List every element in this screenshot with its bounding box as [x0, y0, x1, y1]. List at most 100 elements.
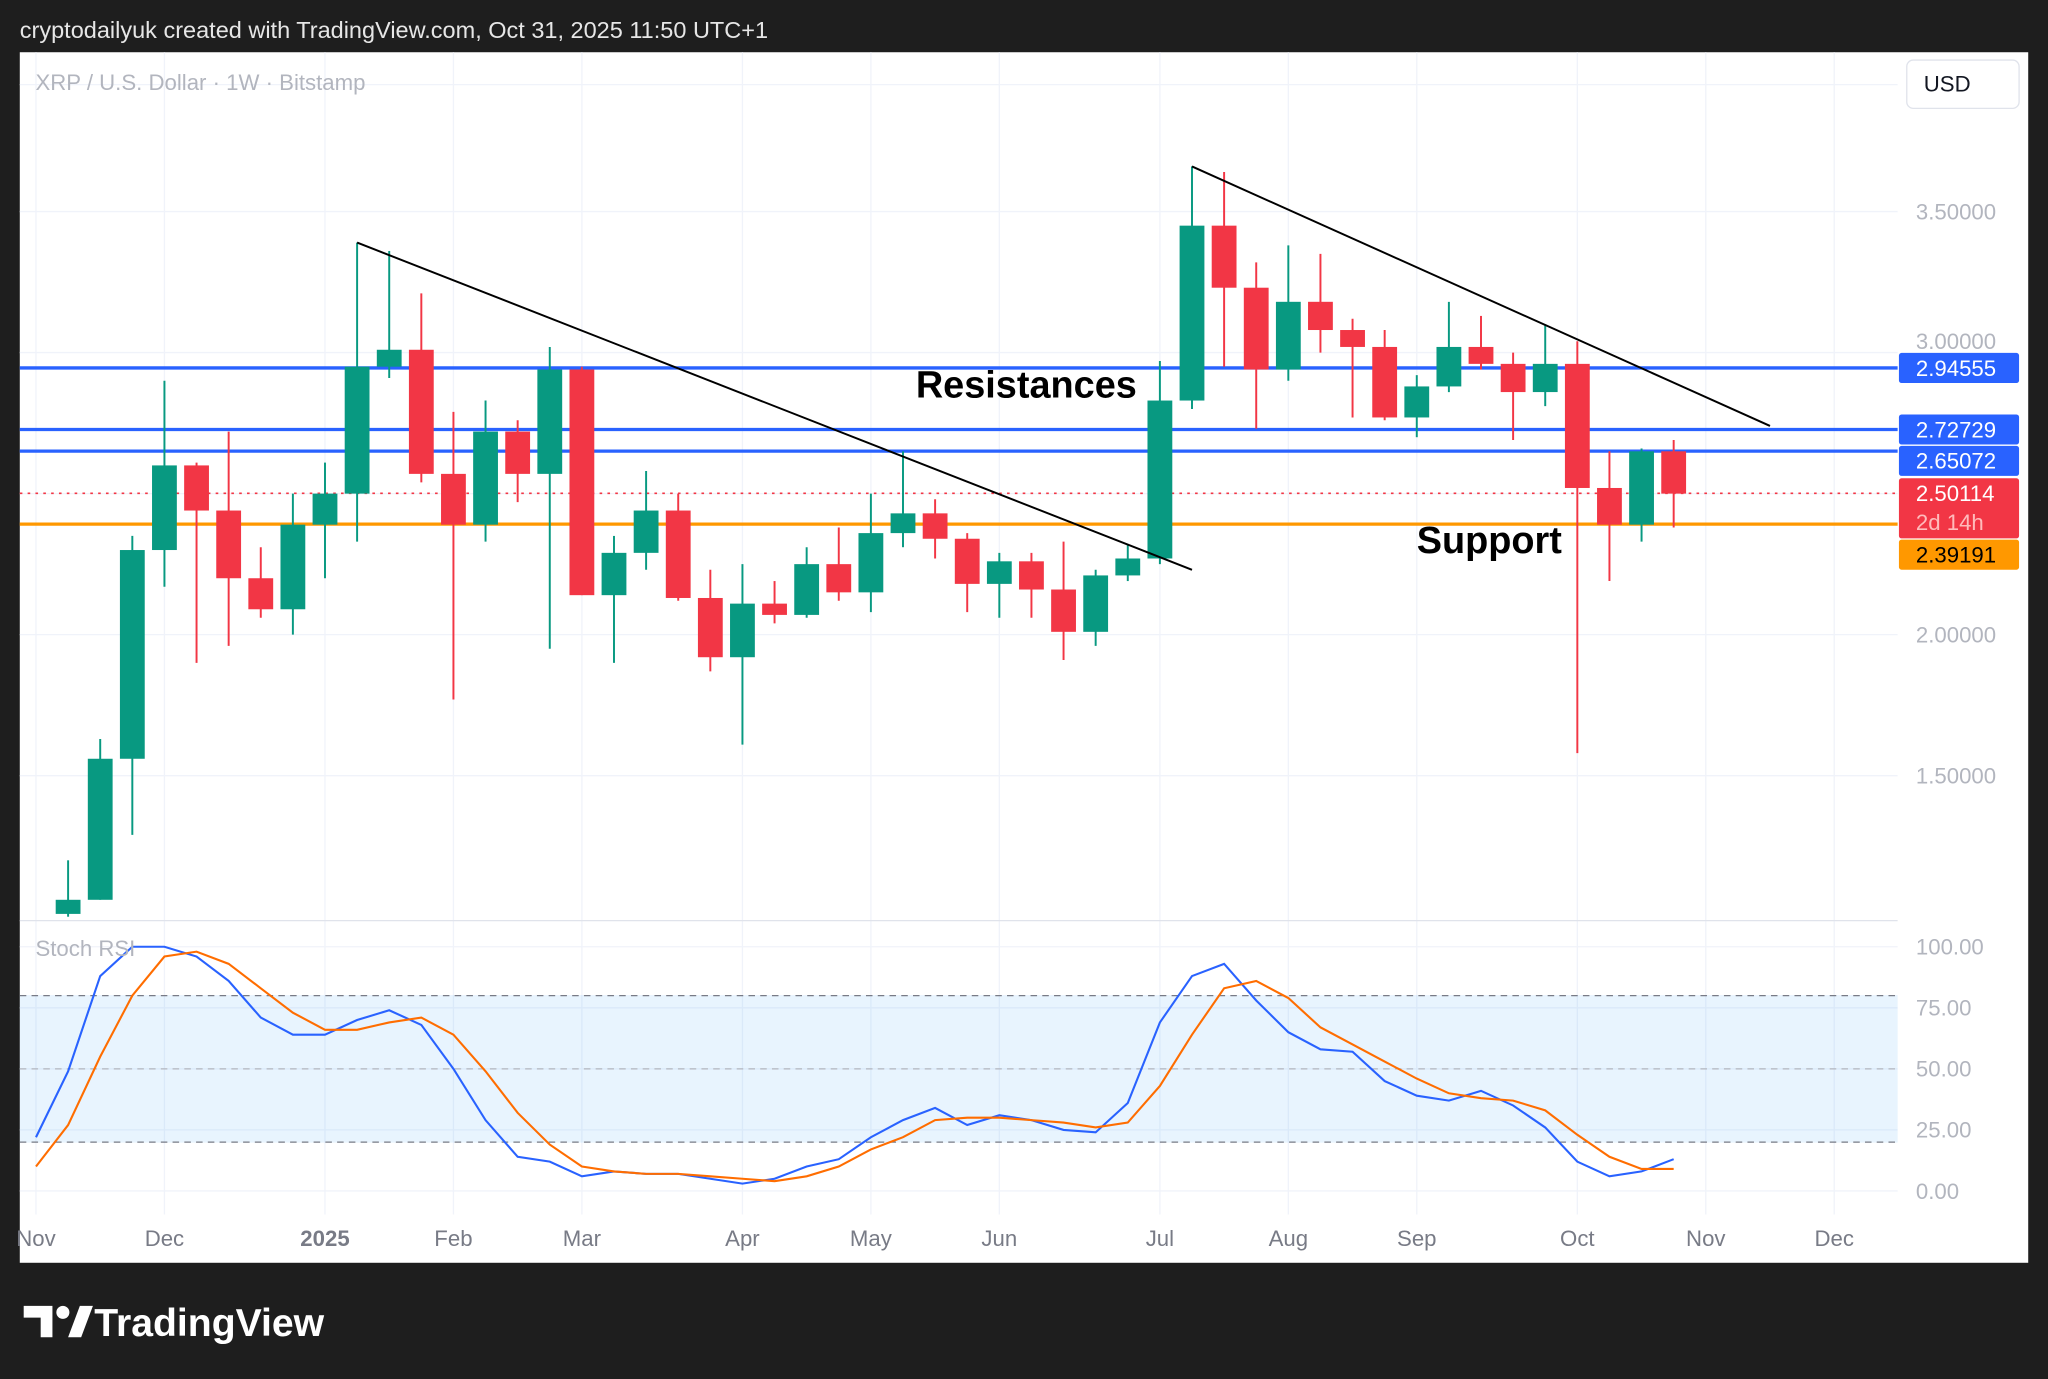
annotation-support: Support — [1417, 520, 1562, 562]
trendline[interactable] — [356, 241, 1193, 571]
time-tick-label: Mar — [563, 1226, 602, 1251]
candle-body — [794, 564, 820, 615]
candle-down — [1468, 315, 1494, 370]
candle-body — [376, 349, 402, 367]
price-label-support: 2.39191 — [1898, 539, 2020, 570]
candle-body — [537, 369, 563, 474]
candle-body — [858, 533, 884, 593]
time-tick-label: Feb — [434, 1226, 472, 1251]
candle-up — [601, 535, 627, 663]
candle-down — [1243, 262, 1269, 429]
candle-body — [1083, 575, 1109, 632]
stoch-tick-label: 0.00 — [1916, 1179, 1959, 1204]
time-tick-label: Dec — [1814, 1226, 1853, 1251]
price-label-last-price: 2.50114 2d 14h — [1898, 478, 2020, 539]
chart-title: XRP / U.S. Dollar · 1W · Bitstamp — [35, 70, 365, 95]
trendlines[interactable] — [356, 165, 1771, 571]
candle-body — [344, 366, 370, 494]
candle-up — [1275, 245, 1301, 381]
candle-up — [280, 493, 306, 635]
time-tick-label: Jul — [1146, 1226, 1174, 1251]
candle-up — [87, 739, 113, 900]
candles — [55, 166, 1687, 917]
candle-body — [633, 510, 659, 553]
currency-button-bg[interactable] — [1906, 59, 2020, 110]
candle-down — [665, 493, 691, 601]
candle-body — [1404, 386, 1430, 418]
stoch-title: Stoch RSI — [35, 936, 135, 961]
price-label-resistance: 2.65072 — [1898, 445, 2020, 476]
annotation-resistances: Resistances — [916, 365, 1137, 407]
price-label-value: 2.39191 — [1916, 543, 1996, 568]
candle-body — [152, 465, 177, 551]
currency-button[interactable]: USD — [1906, 59, 2020, 110]
candle-up — [344, 242, 370, 542]
time-tick-label: Dec — [145, 1226, 184, 1251]
time-tick-label: Nov — [16, 1226, 56, 1251]
candle-up — [986, 552, 1012, 618]
candle-down — [248, 547, 274, 618]
currency-button-label[interactable]: USD — [1924, 71, 1971, 96]
stoch-tick-label: 50.00 — [1916, 1057, 1972, 1082]
price-label-bg — [1898, 478, 2020, 539]
candle-down — [1211, 172, 1237, 367]
candle-down — [1308, 253, 1333, 353]
candle-down — [954, 533, 980, 613]
price-label-countdown: 2d 14h — [1916, 510, 1984, 535]
candle-body — [762, 603, 787, 615]
candle-body — [826, 564, 852, 593]
candle-body — [1340, 330, 1365, 347]
candle-body — [1661, 451, 1687, 494]
candle-body — [1115, 558, 1141, 576]
candle-up — [1404, 375, 1430, 438]
candle-down — [216, 431, 242, 646]
stoch-bands — [19, 994, 1898, 1143]
candle-down — [697, 569, 723, 672]
candle-body — [601, 552, 627, 596]
stoch-tick-label: 100.00 — [1916, 935, 1984, 960]
candle-down — [441, 411, 466, 700]
time-tick-label: Nov — [1686, 1226, 1726, 1251]
trendline[interactable] — [1191, 165, 1771, 427]
time-axis[interactable]: Nov Dec 2025 Feb Mar Apr May Jun Jul Aug Sep Oct Nov… — [16, 1226, 1854, 1251]
price-label-bg — [1898, 352, 2020, 383]
tradingview-logo-icon — [23, 1305, 53, 1338]
logo-dot — [56, 1305, 70, 1319]
candle-body — [1372, 346, 1398, 418]
candle-down — [1597, 451, 1622, 582]
candle-body — [730, 603, 755, 658]
candle-up — [312, 462, 338, 579]
candle-body — [216, 510, 242, 579]
candle-down — [1019, 552, 1044, 618]
header-credit: cryptodailyuk created with TradingView.c… — [20, 17, 768, 43]
candle-up — [537, 346, 563, 649]
price-label-resistance: 2.94555 — [1898, 352, 2020, 383]
price-label-value: 2.72729 — [1916, 417, 1996, 442]
candle-up — [376, 251, 402, 378]
candle-body — [55, 899, 81, 914]
candle-up — [633, 471, 659, 570]
candle-down — [505, 420, 531, 503]
candle-up — [152, 380, 177, 587]
stoch-d-line — [35, 950, 1674, 1183]
time-tick-label: 2025 — [300, 1226, 349, 1251]
candle-body — [1147, 400, 1173, 559]
candle-body — [119, 550, 145, 759]
price-labels: 2.94555 2.72729 2.65072 2.50114 2d 14h 2.3919… — [1898, 352, 2020, 570]
candle-down — [184, 462, 209, 663]
candle-up — [794, 547, 820, 618]
time-tick-label: Jun — [981, 1226, 1017, 1251]
candle-body — [1500, 363, 1526, 393]
price-axis[interactable]: 1.50000 2.00000 3.00000 3.50000 — [1916, 199, 1996, 788]
logo-slash — [68, 1305, 93, 1338]
price-label-bg — [1898, 445, 2020, 476]
candle-up — [473, 400, 498, 542]
candle-body — [1019, 561, 1044, 590]
candle-body — [954, 538, 980, 584]
chart-panel — [19, 52, 2029, 1263]
candle-body — [1564, 363, 1590, 488]
price-label-bg — [1898, 414, 2020, 445]
candle-down — [762, 581, 787, 624]
candle-up — [1436, 301, 1462, 393]
